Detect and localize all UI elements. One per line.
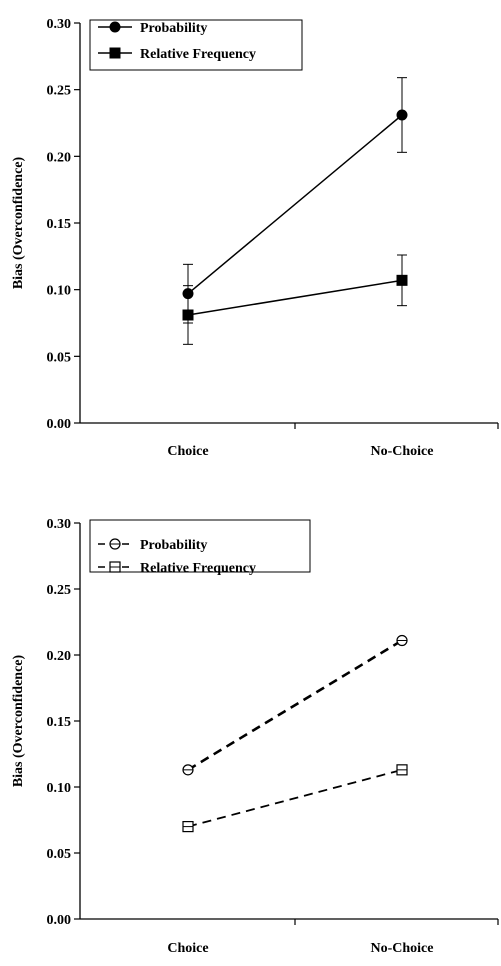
legend-label: Relative Frequency: [140, 47, 256, 62]
y-tick-label: 0.15: [47, 217, 72, 232]
y-tick-label: 0.05: [47, 350, 72, 365]
y-tick-label: 0.10: [47, 781, 72, 796]
legend-box: [89, 519, 311, 573]
series-line-relative-frequency: [187, 279, 403, 316]
bottom-chart: 0.00 0.05 0.10 0.15 0.20 0.25 0.30 Choice No-Cho…: [11, 517, 499, 956]
legend-label: Probability: [140, 538, 207, 553]
x-category-label: Choice: [167, 444, 208, 459]
x-category-label: Choice: [167, 941, 208, 956]
y-tick-label: 0.10: [47, 284, 72, 299]
legend-label: Relative Frequency: [140, 561, 256, 576]
legend-box: [89, 19, 303, 71]
series-line-probability: [187, 114, 403, 295]
top-chart: 0.00 0.05 0.10 0.15 0.20 0.25 0.30 Choice No-Cho…: [11, 17, 499, 459]
legend-marker-circle: [109, 21, 121, 33]
y-axis-title: Bias (Overconfidence): [11, 655, 26, 788]
data-point-square: [182, 309, 194, 321]
x-category-label: No-Choice: [371, 444, 434, 459]
y-tick-label: 0.05: [47, 847, 72, 862]
y-tick-label: 0.25: [47, 583, 72, 598]
y-tick-label: 0.00: [47, 417, 72, 432]
y-tick-label: 0.30: [47, 17, 72, 32]
y-tick-label: 0.20: [47, 649, 72, 664]
series-line-relative-frequency: [187, 768, 403, 828]
x-category-label: No-Choice: [371, 941, 434, 956]
y-tick-label: 0.30: [47, 517, 72, 532]
legend-label: Probability: [140, 21, 207, 36]
y-tick-label: 0.20: [47, 150, 72, 165]
legend-marker-square: [109, 47, 121, 59]
y-axis-title: Bias (Overconfidence): [11, 157, 26, 290]
y-tick-label: 0.25: [47, 84, 72, 99]
y-tick-label: 0.00: [47, 913, 72, 928]
series-line-probability: [187, 639, 403, 771]
y-tick-label: 0.15: [47, 715, 72, 730]
data-point-square: [396, 274, 408, 286]
data-point-circle: [396, 109, 408, 121]
